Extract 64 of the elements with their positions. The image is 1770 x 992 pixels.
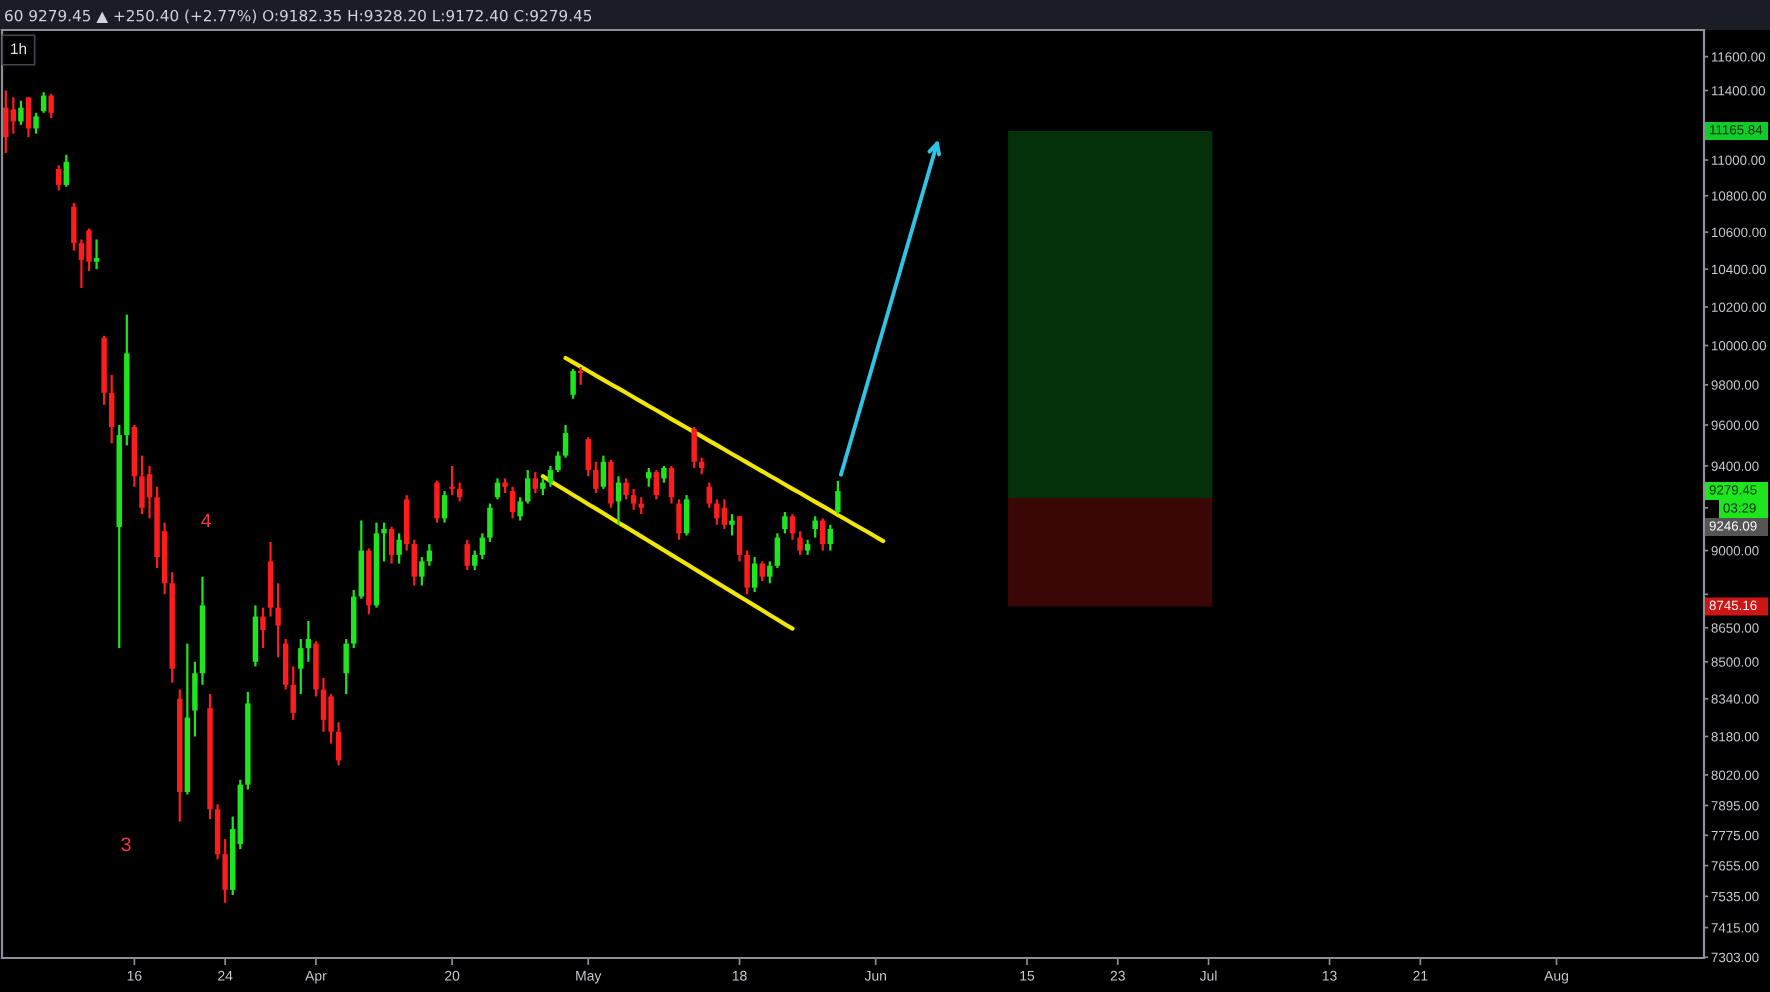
candlestick [570,367,576,400]
candlestick [691,425,697,470]
candlestick [532,471,539,495]
candlestick [93,238,100,271]
candlestick [759,560,765,583]
candlestick [782,510,788,535]
candlestick [305,619,312,663]
candlestick [25,96,32,139]
candlestick [343,637,349,696]
candlestick [525,468,531,505]
candlestick [479,532,486,561]
candlestick [714,498,720,526]
candlestick [464,538,470,572]
candlestick [600,454,607,490]
candlestick [547,464,554,488]
candlestick [774,532,781,570]
candlestick [487,502,493,544]
line-series [563,355,886,544]
candlestick [509,485,516,520]
candlestick [252,604,259,668]
candlestick [108,373,115,445]
candlestick [63,153,70,188]
candlestick [721,498,728,531]
candlestick [812,515,818,539]
candlestick [676,498,682,541]
annotation: 3 [121,837,131,852]
candlestick [820,517,826,552]
candlestick [18,99,24,127]
candlestick [290,665,296,722]
candlestick [441,489,448,524]
candlestick [729,513,735,537]
candlestick [3,89,9,155]
candlestick [751,555,758,594]
candlestick [10,96,17,135]
candlestick [260,606,266,650]
candlestick [267,540,274,618]
annotation: 4 [201,513,211,528]
candlestick [282,637,289,691]
candlestick [706,481,712,509]
candlestick [630,487,637,512]
candlestick [335,721,342,767]
candlestick [593,460,599,495]
candlestick [653,468,660,501]
candlestick [33,111,39,135]
candlestick [683,494,690,537]
candlestick [48,92,54,120]
candlestick [434,479,440,524]
candlestick [835,479,841,516]
candlestick [449,464,455,497]
candlestick [351,588,357,650]
candlestick [396,532,402,565]
candlestick [411,538,417,587]
candlestick [585,436,591,478]
candlestick [517,496,523,522]
candlestick [403,494,410,552]
candlestick [623,477,629,501]
candlestick [608,458,614,509]
candlestick [56,164,62,192]
candlestick [668,464,675,505]
candlestick [744,549,750,596]
candlestick [827,523,834,552]
candlestick [139,454,145,516]
candlestick [358,519,365,600]
candlestick [388,525,395,565]
